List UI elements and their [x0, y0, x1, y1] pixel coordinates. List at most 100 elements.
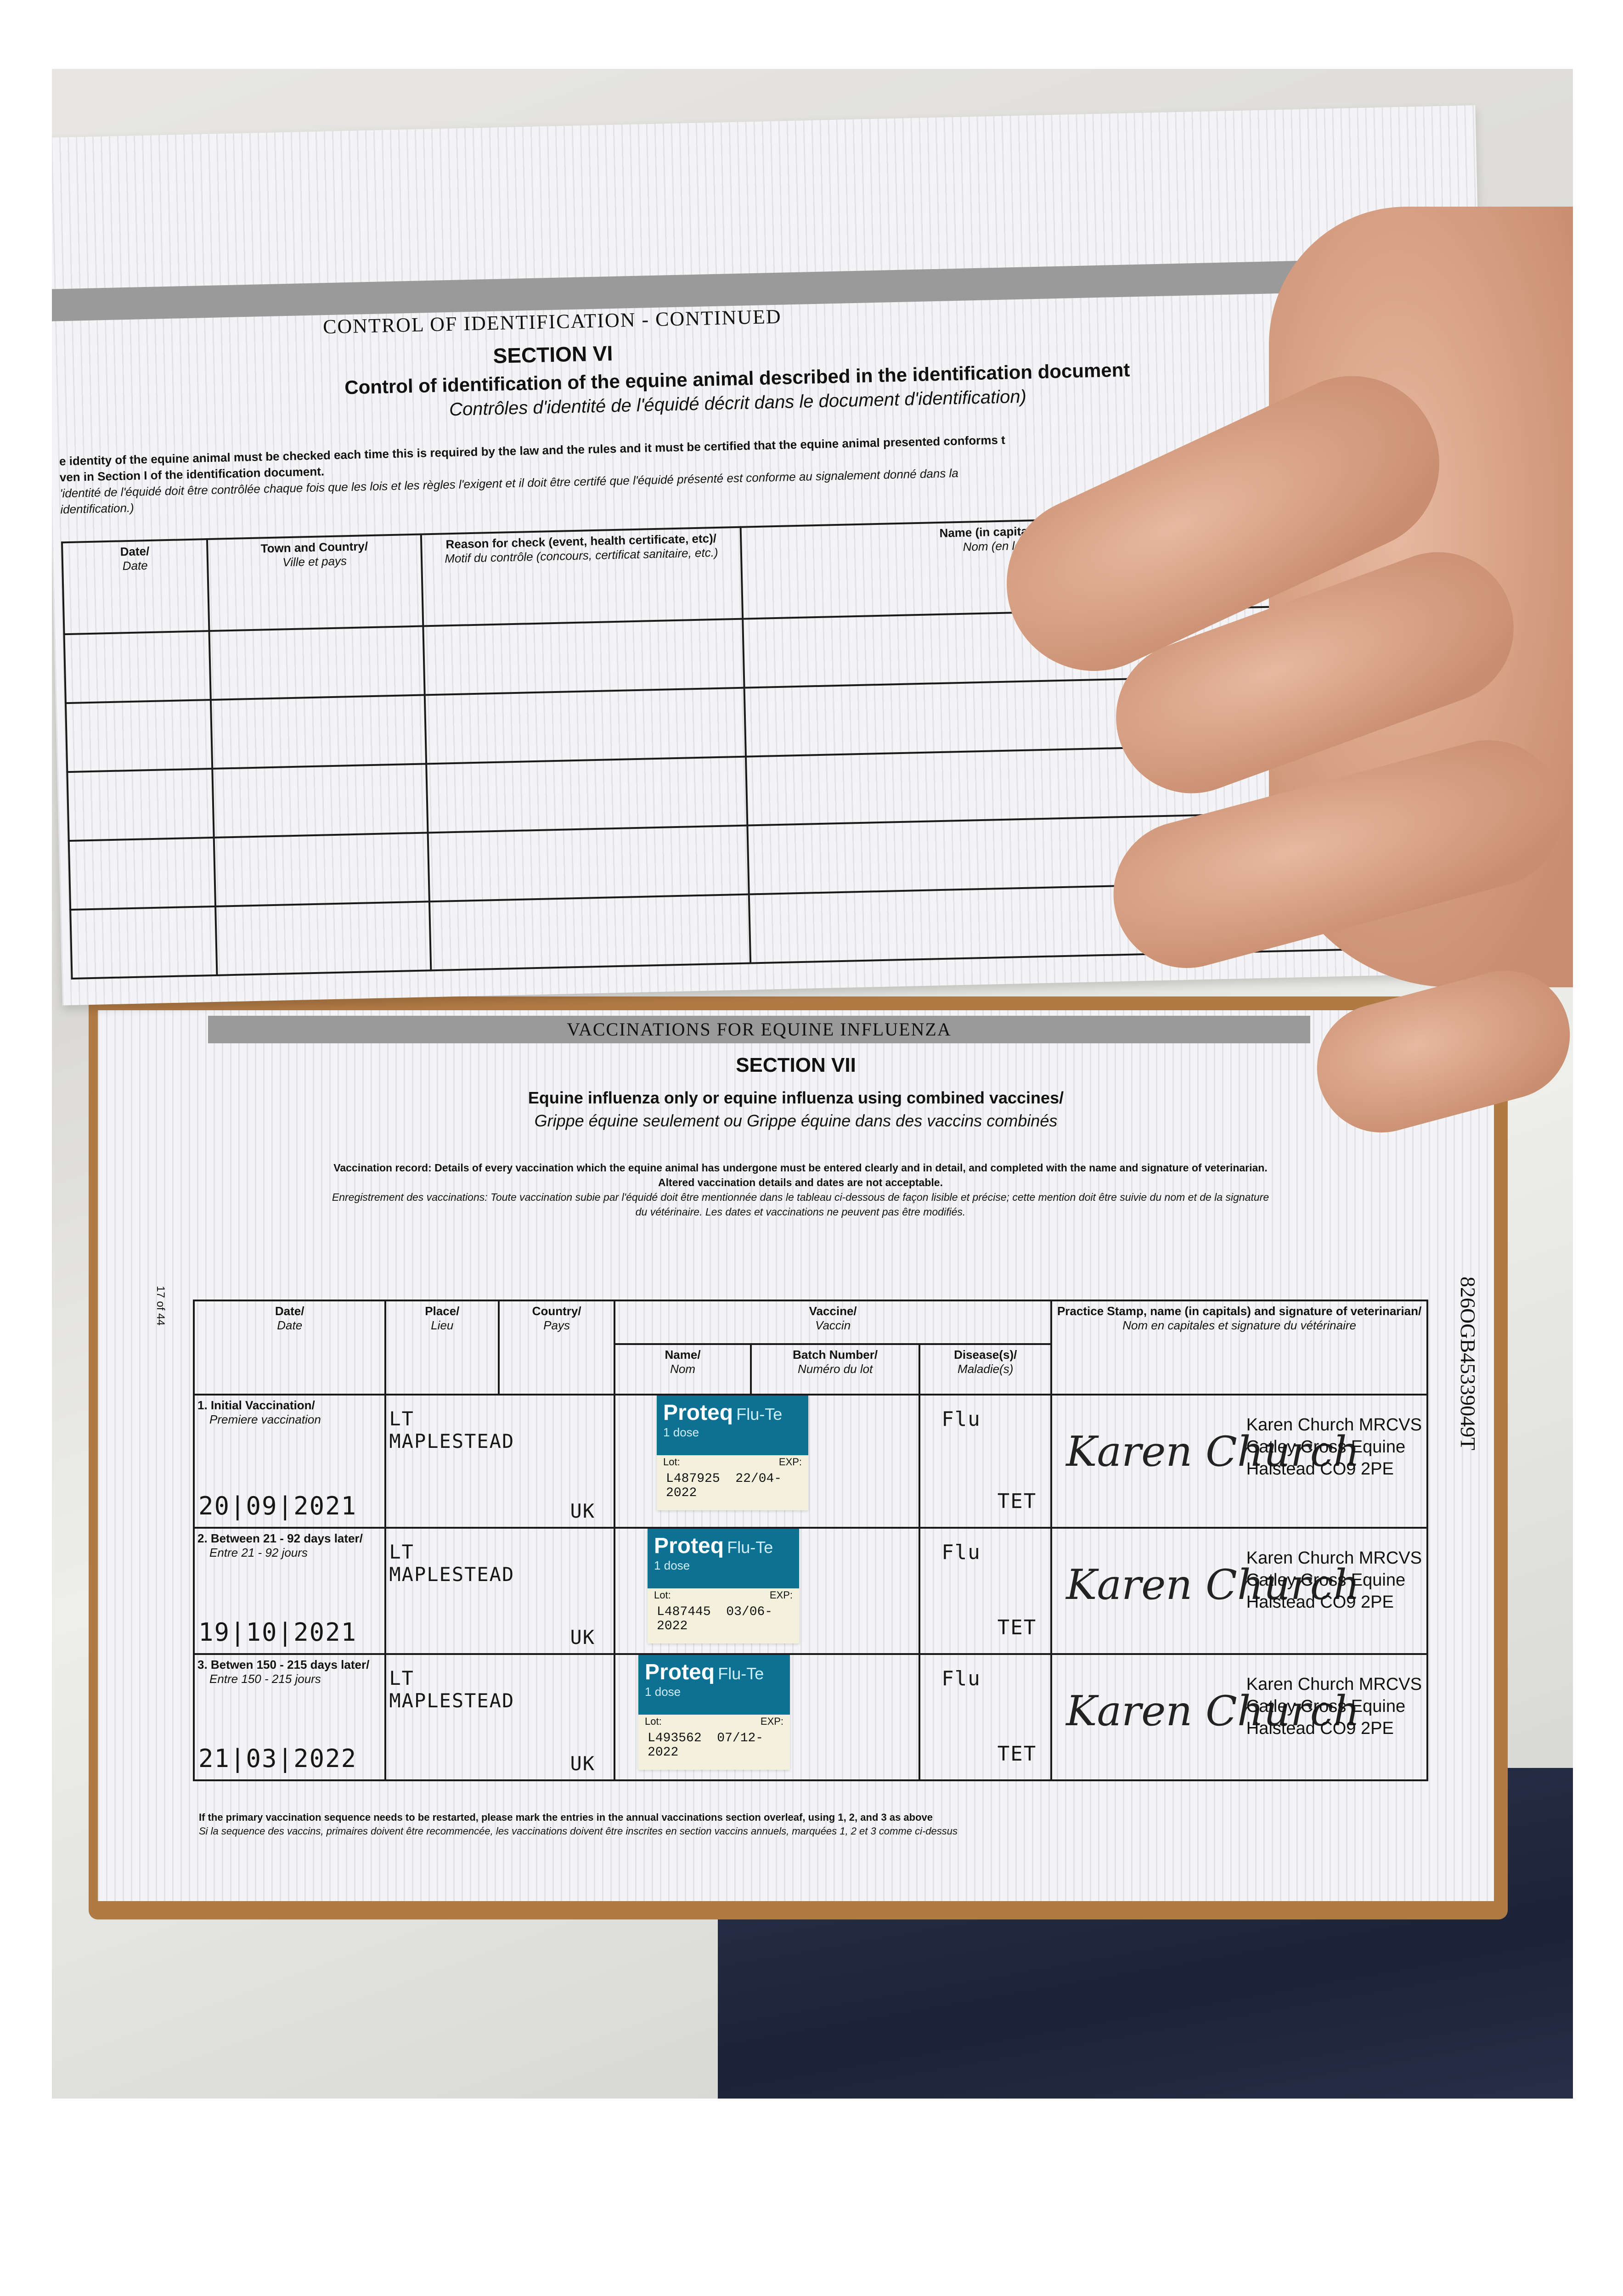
vet-practice: Catley Cross Equine — [1246, 1697, 1406, 1716]
lot-label: Lot: — [663, 1456, 680, 1468]
vaccination-date: 21|03|2022 — [198, 1744, 357, 1773]
disease-cell: Flu TET — [919, 1653, 1053, 1781]
vaccine-product: Flu-Te — [727, 1538, 773, 1557]
date-cell: 3. Betwen 150 - 215 days later/ Entre 15… — [192, 1653, 387, 1781]
dose-label: 3. Betwen 150 - 215 days later/ — [197, 1658, 370, 1671]
record-instruction-fr: Enregistrement des vaccinations: Toute v… — [332, 1191, 1269, 1203]
dose-label: 1. Initial Vaccination/ — [197, 1398, 315, 1412]
footnote: If the primary vaccination sequence need… — [199, 1812, 933, 1823]
country: UK — [570, 1500, 596, 1522]
place-line-1: LT — [389, 1541, 414, 1563]
photo-background: VACCINATIONS FOR EQUINE INFLUENZA SECTIO… — [52, 69, 1573, 2099]
place-line-2: MAPLESTEAD — [389, 1430, 515, 1452]
section-vii-title-fr: Grippe équine seulement ou Grippe équine… — [534, 1111, 1058, 1130]
vaccine-product: Flu-Te — [736, 1405, 783, 1424]
vaccine-dose: 1 dose — [654, 1559, 690, 1572]
section-vii-heading: SECTION VII — [736, 1054, 856, 1076]
veterinarian-signature: Karen Church — [1066, 1561, 1360, 1609]
practice-cell: Karen Church Karen Church MRCVS Catley C… — [1050, 1527, 1428, 1655]
dose-label-fr: Premiere vaccination — [209, 1412, 321, 1426]
record-instruction: Vaccination record: Details of every vac… — [333, 1162, 1268, 1174]
country: UK — [570, 1752, 596, 1775]
vaccine-cell: Proteq Flu-Te 1 dose Lot: EXP: L487925 22… — [614, 1394, 921, 1529]
place-line-2: MAPLESTEAD — [389, 1689, 515, 1712]
record-instruction-2: Altered vaccination details and dates ar… — [658, 1176, 943, 1188]
header-vaccine: Vaccine/Vaccin — [614, 1300, 1053, 1345]
practice-cell: Karen Church Karen Church MRCVS Catley C… — [1050, 1653, 1428, 1781]
vaccination-date: 20|09|2021 — [198, 1491, 357, 1520]
place-line-2: MAPLESTEAD — [389, 1563, 515, 1586]
date-cell: 1. Initial Vaccination/ Premiere vaccina… — [192, 1394, 387, 1529]
lot-label: Lot: — [645, 1716, 662, 1727]
section-vii-band — [208, 1016, 1310, 1043]
batch-number: L487445 — [657, 1605, 711, 1619]
vaccine-product: Flu-Te — [718, 1664, 764, 1683]
place-cell: LT MAPLESTEAD UK — [384, 1394, 616, 1529]
record-instruction-fr-2: du vétérinaire. Les dates et vaccination… — [635, 1206, 966, 1218]
header-batch: Batch Number/Numéro du lot — [750, 1343, 921, 1396]
vet-address: Halstead CO9 2PE — [1246, 1593, 1394, 1612]
exp-label: EXP: — [760, 1716, 784, 1727]
disease-1: Flu — [941, 1541, 981, 1564]
practice-stamp: Karen Church MRCVS Catley Cross Equine H… — [1246, 1414, 1422, 1480]
header-reason: Reason for check (event, health certific… — [421, 527, 743, 626]
header-town-country: Town and Country/Ville et pays — [207, 534, 423, 631]
header-date: Date/Date — [192, 1300, 387, 1396]
header-date: Date/Date — [62, 539, 209, 635]
batch-number: L487925 — [666, 1472, 720, 1486]
vaccine-cell: Proteq Flu-Te 1 dose Lot: EXP: L487445 03… — [614, 1527, 921, 1655]
practice-cell: Karen Church Karen Church MRCVS Catley C… — [1050, 1394, 1428, 1529]
batch-number: L493562 — [648, 1731, 702, 1745]
section-vii-page: VACCINATIONS FOR EQUINE INFLUENZA SECTIO… — [98, 1010, 1494, 1901]
disease-cell: Flu TET — [919, 1527, 1053, 1655]
place-cell: LT MAPLESTEAD UK — [384, 1527, 616, 1655]
expiry-date: 07/12-2022 — [648, 1731, 764, 1760]
header-place: Place/Lieu — [384, 1300, 500, 1396]
dose-label: 2. Between 21 - 92 days later/ — [197, 1531, 363, 1545]
vaccine-brand: Proteq — [663, 1401, 733, 1425]
disease-1: Flu — [941, 1407, 981, 1431]
vet-name: Karen Church MRCVS — [1246, 1415, 1422, 1435]
section-vi-instruction: e identity of the equine animal must be … — [59, 433, 1006, 468]
expiry-date: 03/06-2022 — [657, 1605, 773, 1633]
vaccine-brand: Proteq — [645, 1660, 715, 1684]
vaccine-dose: 1 dose — [663, 1425, 699, 1439]
expiry-date: 22/04-2022 — [666, 1472, 782, 1500]
place-line-1: LT — [389, 1667, 414, 1689]
vaccine-sticker: Proteq Flu-Te 1 dose Lot: EXP: L493562 07… — [638, 1655, 790, 1770]
dose-label-fr: Entre 150 - 215 jours — [209, 1672, 321, 1686]
disease-1: Flu — [941, 1667, 981, 1690]
vaccine-cell: Proteq Flu-Te 1 dose Lot: EXP: L493562 07… — [614, 1653, 921, 1781]
page-number: 17 of 44 — [154, 1286, 167, 1326]
header-disease: Disease(s)/Maladie(s) — [919, 1343, 1053, 1396]
header-practice: Practice Stamp, name (in capitals) and s… — [1050, 1300, 1428, 1396]
footnote-fr: Si la sequence des vaccins, primaires do… — [199, 1825, 958, 1837]
country: UK — [570, 1626, 596, 1649]
place-line-1: LT — [389, 1407, 414, 1430]
vet-practice: Catley Cross Equine — [1246, 1570, 1406, 1590]
section-vi-instruction-fr-2: identification.) — [60, 501, 135, 517]
section-vii-title: Equine influenza only or equine influenz… — [528, 1088, 1064, 1107]
header-country: Country/Pays — [498, 1300, 616, 1396]
disease-2: TET — [997, 1616, 1037, 1639]
practice-stamp: Karen Church MRCVS Catley Cross Equine H… — [1246, 1673, 1422, 1739]
header-vaccine-name: Name/Nom — [614, 1343, 752, 1396]
vaccination-table: Date/Date Place/Lieu Country/Pays Vaccin… — [192, 1300, 1428, 1781]
vaccination-row: 2. Between 21 - 92 days later/ Entre 21 … — [192, 1527, 1428, 1655]
veterinarian-signature: Karen Church — [1066, 1687, 1360, 1735]
vaccine-sticker: Proteq Flu-Te 1 dose Lot: EXP: L487925 22… — [657, 1396, 809, 1510]
vet-name: Karen Church MRCVS — [1246, 1675, 1422, 1694]
exp-label: EXP: — [778, 1456, 802, 1468]
section-vii-band-title: VACCINATIONS FOR EQUINE INFLUENZA — [567, 1019, 952, 1040]
disease-2: TET — [997, 1490, 1037, 1513]
disease-cell: Flu TET — [919, 1394, 1053, 1529]
vaccine-brand: Proteq — [654, 1534, 724, 1558]
place-cell: LT MAPLESTEAD UK — [384, 1653, 616, 1781]
vaccine-dose: 1 dose — [645, 1685, 681, 1699]
dose-label-fr: Entre 21 - 92 jours — [209, 1546, 308, 1559]
vaccination-row: 1. Initial Vaccination/ Premiere vaccina… — [192, 1394, 1428, 1529]
vaccination-row: 3. Betwen 150 - 215 days later/ Entre 15… — [192, 1653, 1428, 1781]
practice-stamp: Karen Church MRCVS Catley Cross Equine H… — [1246, 1547, 1422, 1613]
veterinarian-signature: Karen Church — [1066, 1428, 1360, 1476]
lot-label: Lot: — [654, 1589, 671, 1601]
